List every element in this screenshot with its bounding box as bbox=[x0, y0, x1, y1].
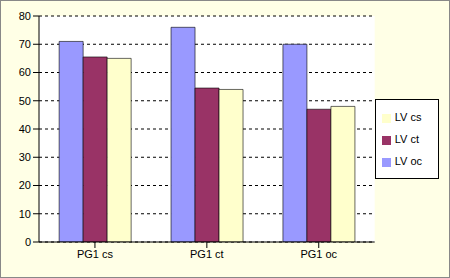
svg-text:70: 70 bbox=[19, 38, 31, 50]
svg-text:10: 10 bbox=[19, 208, 31, 220]
svg-text:60: 60 bbox=[19, 66, 31, 78]
svg-text:PG1 cs: PG1 cs bbox=[77, 248, 114, 260]
svg-text:40: 40 bbox=[19, 123, 31, 135]
html-text:LV cs: LV cs bbox=[394, 111, 422, 123]
svg-text:50: 50 bbox=[19, 95, 31, 107]
html-text:LV oc: LV oc bbox=[394, 155, 422, 167]
html-text:LV ct: LV ct bbox=[394, 133, 419, 145]
svg-text:0: 0 bbox=[25, 236, 31, 248]
svg-text:80: 80 bbox=[19, 10, 31, 22]
svg-text:PG1 ct: PG1 ct bbox=[190, 248, 224, 260]
svg-text:PG1 oc: PG1 oc bbox=[300, 248, 337, 260]
svg-text:20: 20 bbox=[19, 179, 31, 191]
svg-text:30: 30 bbox=[19, 151, 31, 163]
